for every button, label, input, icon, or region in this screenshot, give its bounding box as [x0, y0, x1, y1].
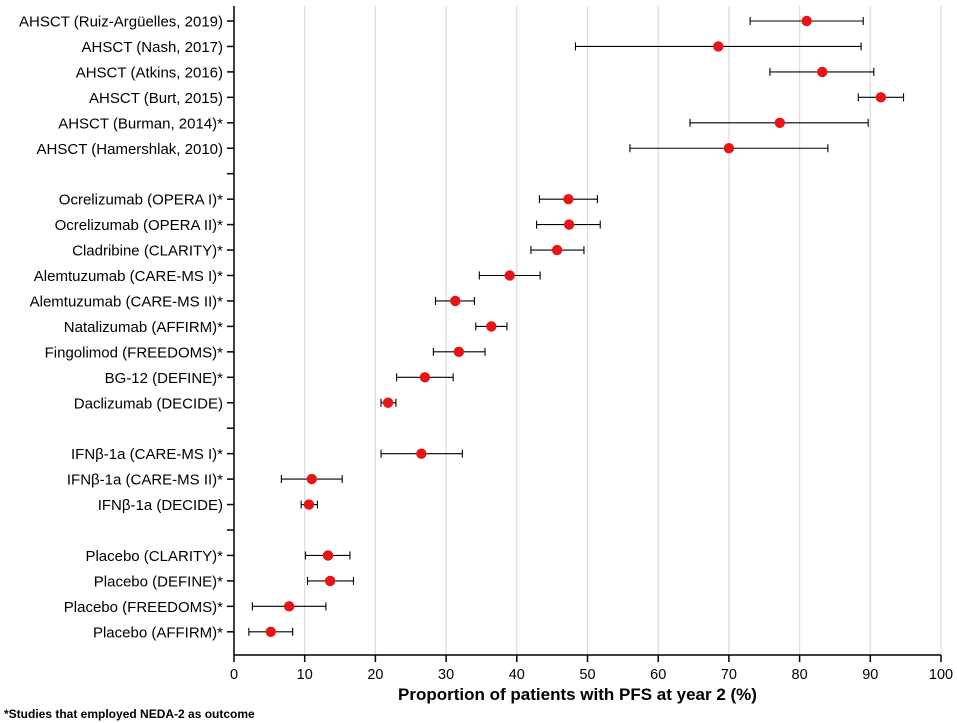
x-tick-label: 100	[929, 667, 953, 683]
point-estimate	[382, 397, 394, 408]
study-label: Alemtuzumab (CARE-MS II)*	[30, 293, 224, 310]
x-tick-label: 80	[792, 667, 808, 683]
point-estimate	[416, 448, 427, 459]
point-estimate	[306, 473, 317, 485]
study-label: Placebo (FREEDOMS)*	[64, 599, 223, 616]
point-estimate	[723, 143, 735, 154]
point-estimate	[303, 499, 315, 510]
point-estimate	[283, 601, 295, 612]
category-labels: AHSCT (Ruiz-Argüelles, 2019) AHSCT (Nash,…	[19, 14, 223, 642]
point-estimate	[713, 41, 724, 52]
point-estimates	[265, 15, 887, 637]
point-estimate	[774, 117, 786, 128]
x-tick-label: 50	[579, 667, 595, 683]
x-tick-label: 60	[650, 667, 666, 683]
study-label: AHSCT (Ruiz-Argüelles, 2019)	[19, 14, 223, 31]
study-label: Natalizumab (AFFIRM)*	[64, 319, 223, 336]
x-tick-label: 90	[862, 667, 878, 683]
x-tick-label: 70	[721, 667, 737, 683]
study-label: Ocrelizumab (OPERA I)*	[59, 192, 223, 209]
point-estimate	[450, 295, 461, 307]
point-estimate	[486, 321, 497, 332]
point-estimate	[265, 626, 276, 637]
study-label: Fingolimod (FREEDOMS)*	[45, 344, 224, 361]
x-tick-label: 20	[367, 667, 383, 683]
x-tick-label: 10	[297, 667, 313, 683]
study-label: Placebo (DEFINE)*	[94, 573, 223, 590]
study-label: Daclizumab (DECIDE)	[74, 395, 223, 412]
study-label: Placebo (AFFIRM)*	[93, 624, 223, 641]
study-label: Ocrelizumab (OPERA II)*	[55, 217, 224, 234]
point-estimate	[551, 244, 563, 256]
study-label: IFNβ-1a (CARE-MS II)*	[67, 472, 223, 489]
study-label: IFNβ-1a (CARE-MS I)*	[71, 446, 223, 463]
point-estimate	[875, 92, 887, 103]
point-estimate	[817, 66, 828, 78]
study-label: AHSCT (Atkins, 2016)	[76, 64, 223, 81]
study-label: AHSCT (Burman, 2014)*	[58, 115, 223, 132]
point-estimate	[453, 346, 465, 358]
axes: 0 10 20 30 40 50 60 70 80 90 100	[227, 6, 953, 683]
point-estimate	[563, 219, 575, 230]
x-tick-label: 0	[230, 667, 238, 683]
study-label: IFNβ-1a (DECIDE)	[98, 497, 223, 514]
gridlines	[304, 6, 942, 655]
study-label: AHSCT (Burt, 2015)	[89, 90, 223, 107]
study-label: BG-12 (DEFINE)*	[105, 370, 224, 387]
study-label: Alemtuzumab (CARE-MS I)*	[34, 268, 223, 285]
point-estimate	[504, 270, 515, 281]
study-label: AHSCT (Nash, 2017)	[82, 39, 223, 56]
x-tick-label: 40	[509, 667, 525, 683]
study-label: AHSCT (Hamershlak, 2010)	[37, 141, 223, 158]
x-axis-title: Proportion of patients with PFS at year …	[398, 685, 757, 704]
study-label: Cladribine (CLARITY)*	[72, 243, 223, 260]
study-label: Placebo (CLARITY)*	[85, 548, 223, 565]
footnote: *Studies that employed NEDA-2 as outcome	[4, 707, 255, 721]
x-tick-label: 30	[438, 667, 454, 683]
point-estimate	[563, 193, 574, 205]
point-estimate	[419, 372, 431, 383]
point-estimate	[324, 575, 336, 587]
point-estimate	[322, 550, 334, 561]
point-estimate	[801, 15, 812, 27]
error-bars	[248, 17, 905, 636]
